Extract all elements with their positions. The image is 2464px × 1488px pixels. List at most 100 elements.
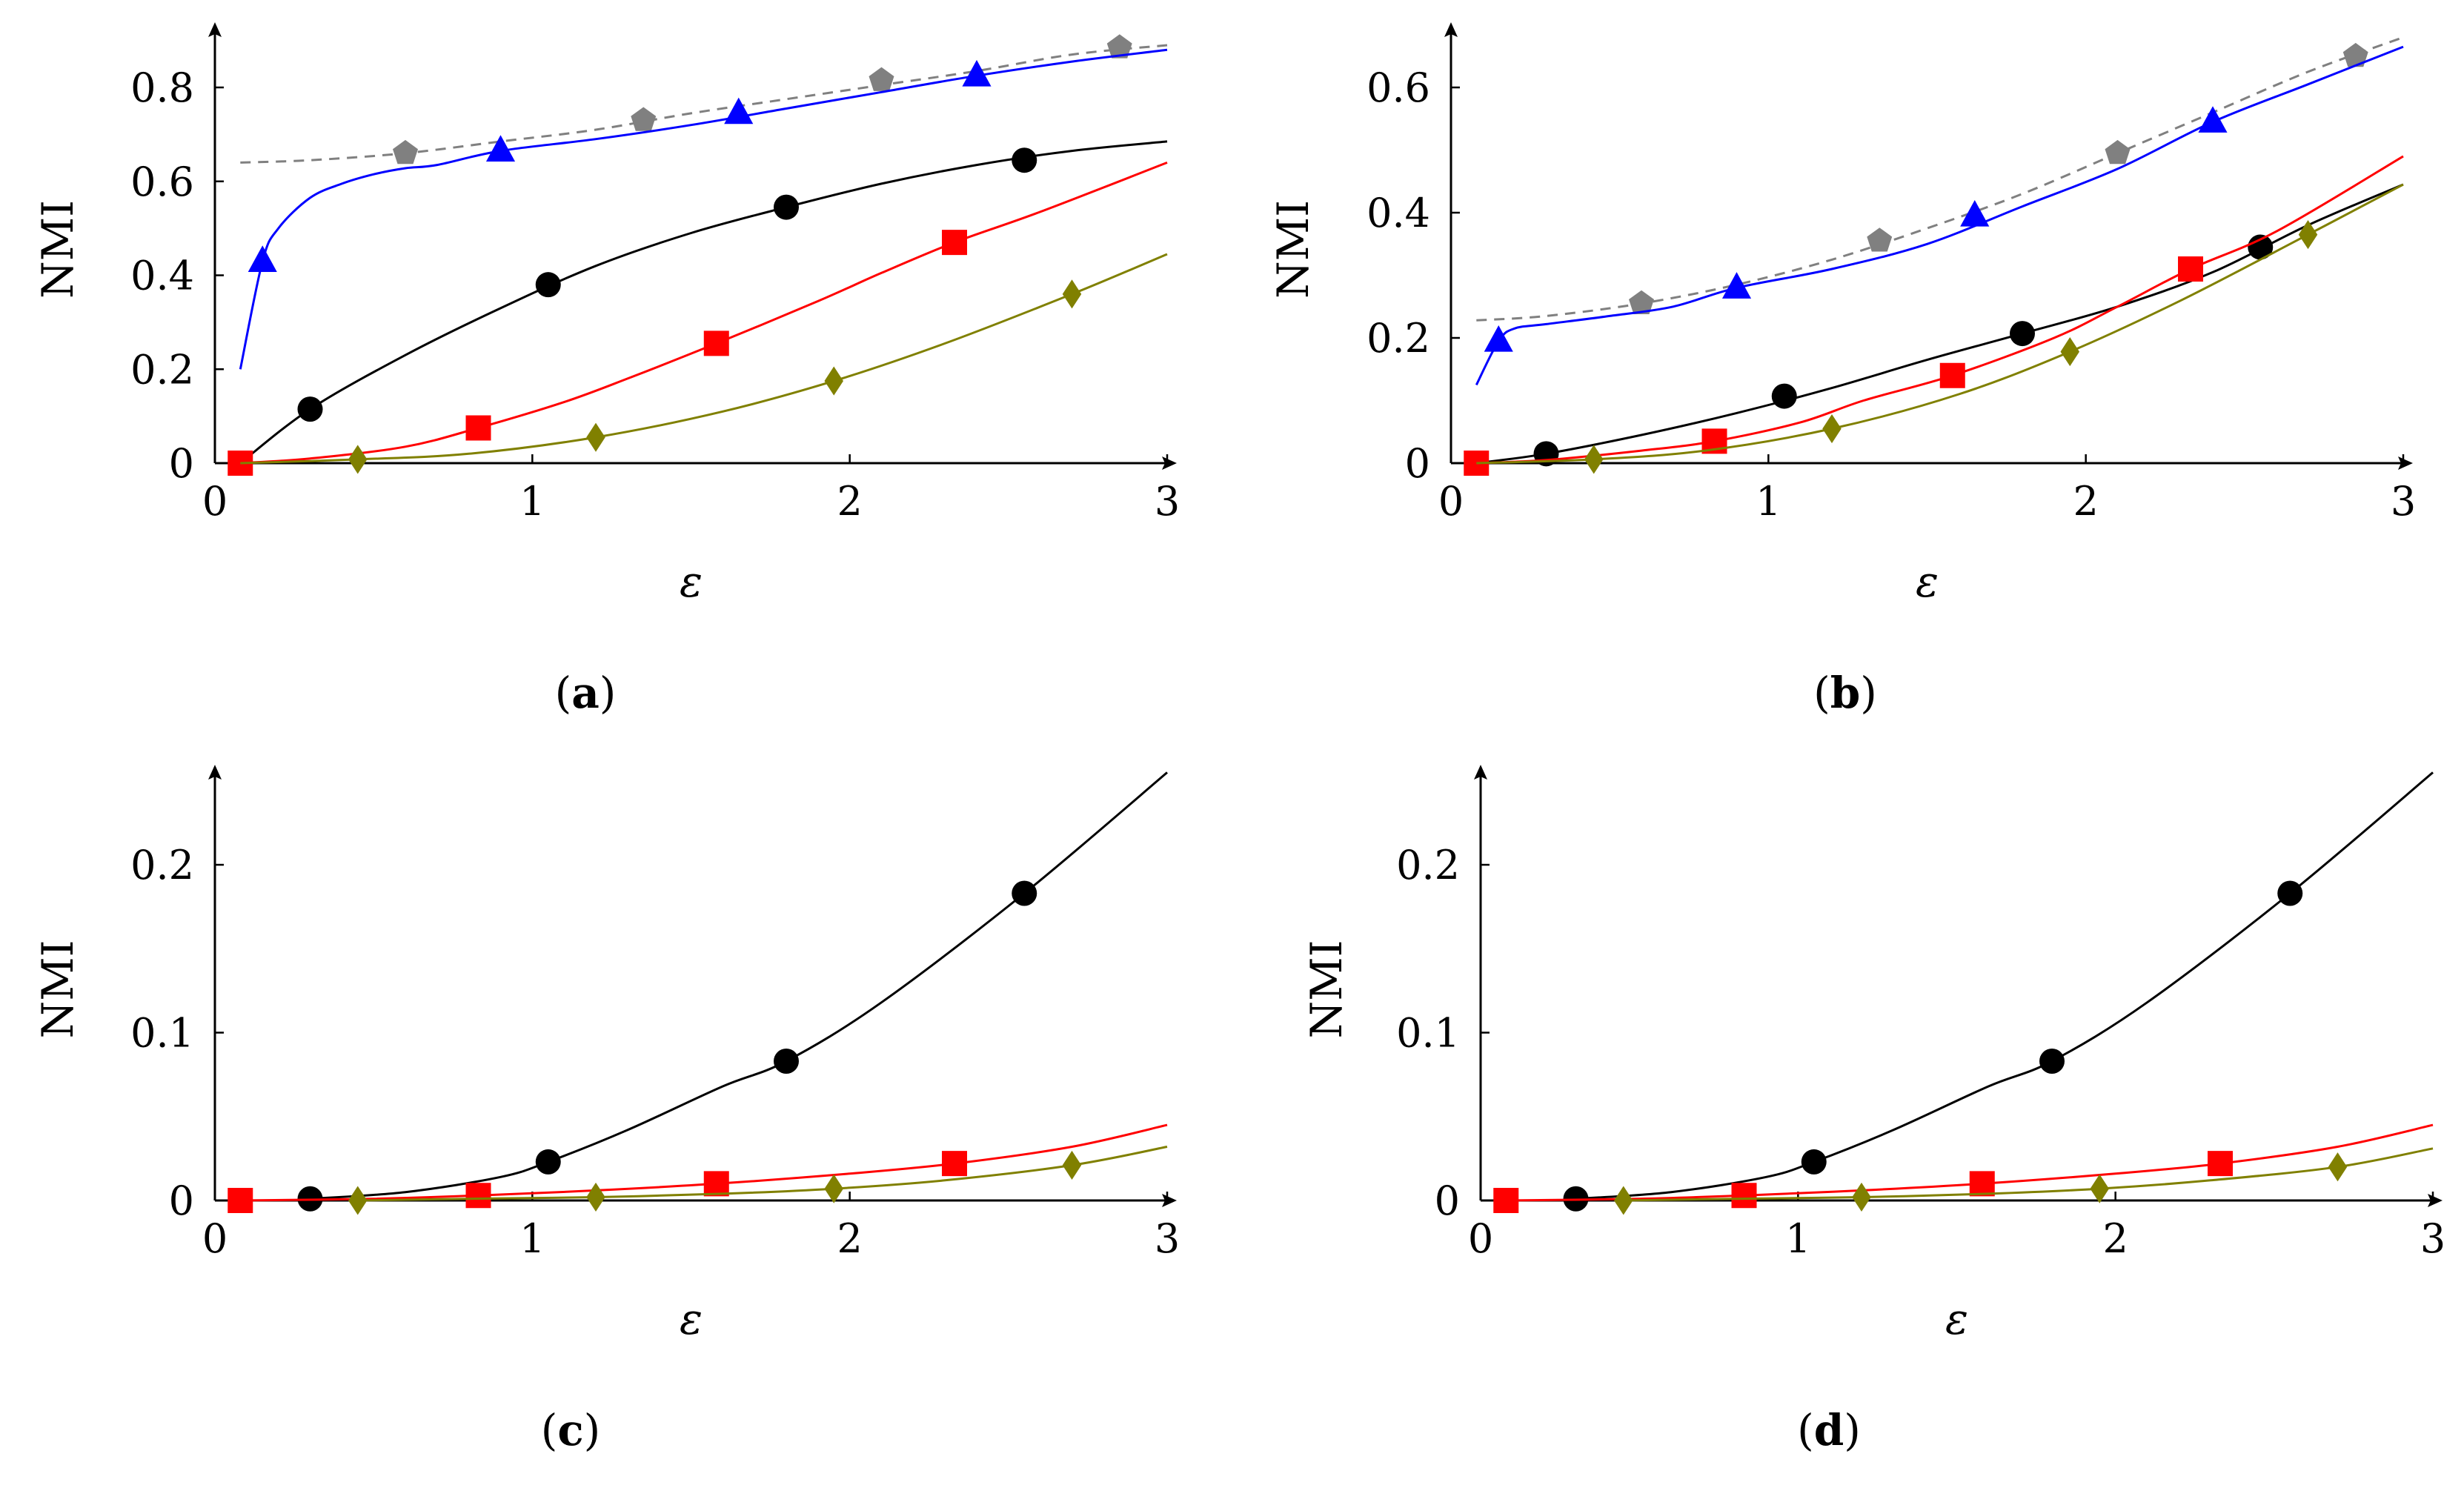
- y-axis-label: NMI: [33, 200, 83, 299]
- series-line-red: [1476, 155, 2404, 465]
- x-tick-label: 2: [837, 1215, 862, 1262]
- x-tick-label: 2: [2073, 478, 2098, 525]
- series-line-olive: [240, 253, 1168, 465]
- x-axis-arrow: [1162, 456, 1177, 470]
- y-tick-label: 0.6: [1367, 64, 1430, 111]
- series-line-gray-dashed: [1476, 36, 2404, 322]
- series-line-black: [310, 771, 1168, 1200]
- data-point-olive: [1062, 279, 1082, 309]
- data-point-red: [703, 331, 729, 356]
- series-line-black: [239, 140, 1168, 465]
- y-tick-label: 0.6: [130, 159, 194, 205]
- x-axis-label: ε: [1916, 557, 1939, 607]
- data-point-blue: [724, 97, 754, 124]
- data-point-blue: [1721, 272, 1752, 299]
- data-point-gray-dashed: [2105, 139, 2131, 165]
- series-line-olive: [1623, 1147, 2434, 1202]
- series-line-red: [240, 162, 1168, 465]
- data-point-gray-dashed: [1106, 34, 1132, 59]
- data-point-red: [228, 451, 253, 476]
- chart-panel-d: 0 1 2 3 0 0.1 0.2 NMI ε (d): [1301, 765, 2445, 1455]
- series-red: [1493, 1123, 2434, 1213]
- y-tick-label: 0: [1405, 440, 1430, 487]
- data-point-black: [2277, 880, 2303, 906]
- x-tick-label: 3: [2391, 478, 2416, 525]
- data-point-red: [942, 230, 968, 256]
- y-axis-arrow: [1474, 765, 1487, 780]
- data-point-olive: [586, 1182, 605, 1212]
- series-olive: [240, 253, 1168, 474]
- data-point-olive: [1062, 1150, 1082, 1180]
- data-point-blue: [485, 135, 516, 162]
- data-point-red: [1939, 362, 1965, 388]
- y-tick-label: 0.1: [1396, 1010, 1460, 1057]
- series-line-blue: [1475, 45, 2404, 386]
- data-point-black: [774, 1049, 799, 1075]
- series-red: [228, 162, 1168, 476]
- y-tick-label: 0: [1435, 1178, 1460, 1224]
- y-axis-arrow: [1444, 22, 1458, 37]
- chart-panel-b: 0 1 2 3 0 0.2 0.4 0.6 NMI ε (b): [1268, 22, 2416, 718]
- data-point-olive: [824, 1174, 843, 1203]
- series-red: [228, 1123, 1168, 1213]
- panel-caption: (c): [541, 1405, 601, 1455]
- x-tick-label: 3: [1155, 1215, 1180, 1262]
- series-line-gray-dashed: [240, 44, 1168, 164]
- data-point-olive: [348, 445, 368, 474]
- series-line-olive: [1476, 183, 2404, 465]
- y-tick-label: 0.4: [1367, 190, 1430, 236]
- series-black: [1563, 771, 2434, 1212]
- y-tick-label: 0: [169, 1178, 194, 1224]
- series-line-red: [240, 1123, 1168, 1202]
- data-point-gray-dashed: [2342, 42, 2368, 67]
- y-axis-label: NMI: [1301, 940, 1352, 1038]
- series-black: [297, 771, 1168, 1212]
- data-point-gray-dashed: [393, 139, 418, 165]
- y-axis-arrow: [208, 765, 222, 780]
- data-point-black: [535, 1149, 561, 1175]
- chart-panel-c: 0 1 2 3 0 0.1 0.2 NMI ε (c): [33, 765, 1180, 1455]
- data-point-black: [1012, 147, 1037, 173]
- data-point-olive: [1584, 445, 1604, 474]
- x-tick-label: 3: [1155, 478, 1180, 525]
- x-axis-label: ε: [680, 557, 703, 607]
- series-line-red: [1506, 1123, 2434, 1202]
- data-point-red: [1969, 1171, 1995, 1197]
- data-point-olive: [1822, 413, 1842, 444]
- data-point-red: [2178, 256, 2204, 282]
- data-point-olive: [1852, 1182, 1871, 1212]
- series-line-black: [1575, 771, 2434, 1200]
- x-tick-label: 1: [1785, 1215, 1810, 1262]
- data-point-red: [1493, 1188, 1519, 1213]
- data-point-black: [535, 272, 561, 298]
- y-tick-label: 0.8: [130, 64, 194, 111]
- x-axis-arrow: [2428, 1194, 2443, 1207]
- y-axis-label: NMI: [1268, 200, 1318, 299]
- data-point-olive: [2328, 1152, 2348, 1182]
- series-line-black: [1476, 183, 2404, 465]
- data-point-gray-dashed: [1867, 227, 1893, 252]
- data-point-blue: [2198, 106, 2228, 133]
- data-point-olive: [2090, 1174, 2109, 1203]
- x-axis-arrow: [2398, 456, 2413, 470]
- panel-caption: (b): [1813, 668, 1877, 718]
- panel-caption: (a): [555, 668, 617, 718]
- series-line-blue: [239, 48, 1168, 370]
- data-point-red: [1464, 451, 1490, 476]
- x-tick-label: 0: [1438, 478, 1464, 525]
- x-tick-label: 1: [519, 1215, 545, 1262]
- series-olive: [1614, 1147, 2434, 1215]
- data-point-black: [2248, 234, 2274, 260]
- data-point-red: [228, 1188, 253, 1213]
- data-point-blue: [248, 245, 277, 272]
- data-point-gray-dashed: [869, 67, 894, 91]
- data-point-red: [465, 1183, 491, 1209]
- x-tick-label: 0: [202, 478, 228, 525]
- x-tick-label: 2: [837, 478, 862, 525]
- chart-panel-a: 0 1 2 3 0 0.2 0.4 0.6 0.8 NMI ε (a): [33, 22, 1180, 718]
- series-blue: [1475, 45, 2404, 386]
- y-tick-label: 0.4: [130, 253, 194, 299]
- series-line-olive: [357, 1146, 1168, 1202]
- data-point-black: [1801, 1149, 1827, 1175]
- data-point-olive: [586, 422, 605, 452]
